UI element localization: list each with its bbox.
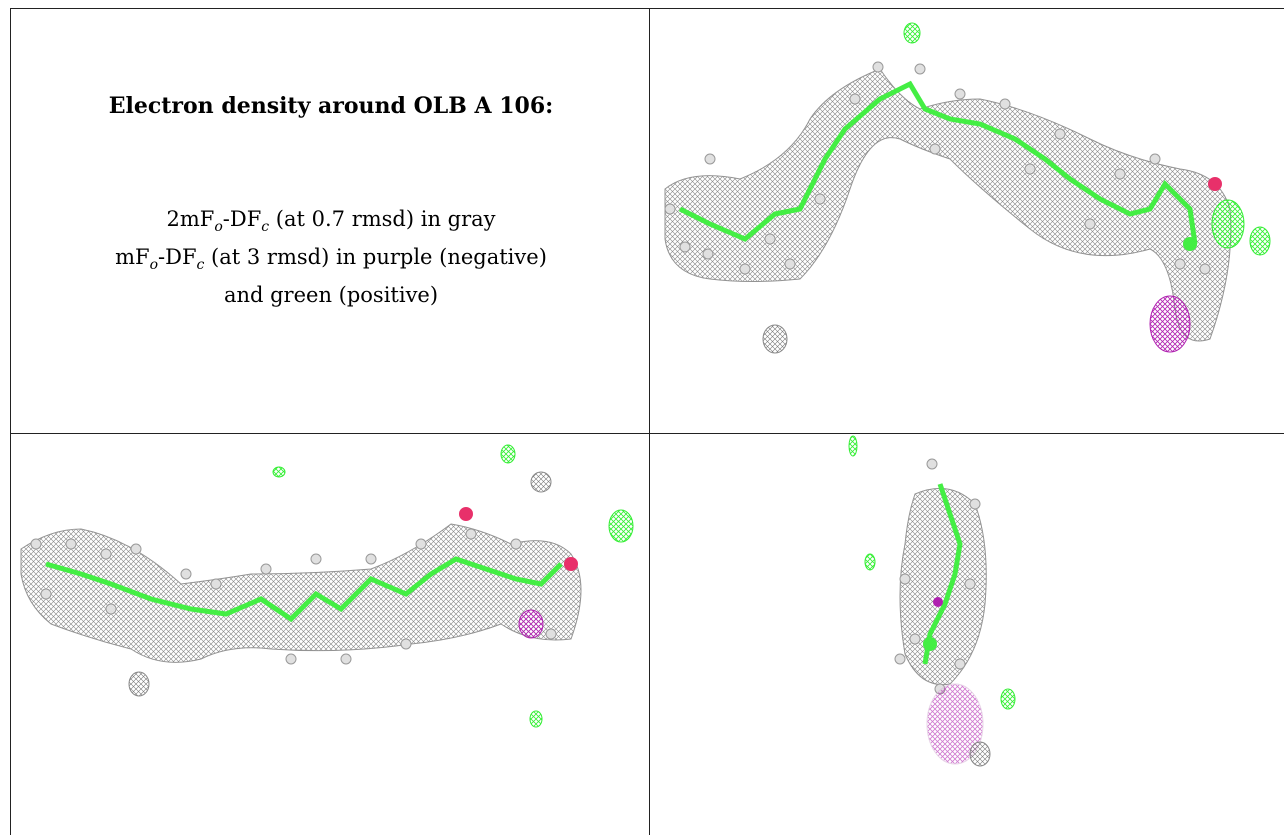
legend-line-fofc: mFo-DFc (at 3 rmsd) in purple (negative) bbox=[115, 245, 547, 274]
positive-difference-density bbox=[864, 553, 876, 571]
density-fragment bbox=[128, 671, 150, 697]
hydrogen-atoms bbox=[894, 458, 981, 695]
carbon-atom bbox=[923, 637, 937, 651]
density-fragment bbox=[969, 741, 991, 767]
positive-difference-density bbox=[608, 509, 634, 543]
oxygen-atom bbox=[1208, 177, 1222, 191]
positive-difference-density bbox=[1211, 199, 1245, 249]
hydrogen-atoms bbox=[30, 528, 557, 665]
positive-difference-density bbox=[1249, 226, 1271, 256]
positive-difference-density bbox=[903, 22, 921, 44]
ligand-backbone bbox=[45, 556, 563, 623]
negative-difference-center bbox=[933, 597, 943, 607]
density-mesh bbox=[20, 523, 582, 663]
positive-difference-density bbox=[500, 444, 516, 464]
oxygen-atom bbox=[459, 507, 473, 521]
density-view-bottom-right bbox=[650, 433, 1284, 835]
legend-panel: Electron density around OLB A 106: 2mFo-… bbox=[10, 8, 650, 433]
positive-difference-density bbox=[848, 435, 858, 457]
carbon-atom bbox=[1183, 237, 1197, 251]
legend-line-2fofc: 2mFo-DFc (at 0.7 rmsd) in gray bbox=[166, 207, 496, 236]
density-mesh bbox=[664, 68, 1232, 342]
density-fragment bbox=[530, 471, 552, 493]
density-fragment bbox=[762, 324, 788, 354]
density-view-top-right bbox=[650, 8, 1284, 433]
legend-line-positive: and green (positive) bbox=[223, 283, 439, 308]
oxygen-atom bbox=[564, 557, 578, 571]
ligand-backbone bbox=[678, 80, 1198, 245]
density-view-bottom-left bbox=[10, 433, 650, 835]
map-legend: 2mFo-DFc (at 0.7 rmsd) in gray mFo-DFc (… bbox=[11, 204, 649, 310]
negative-difference-density bbox=[926, 683, 984, 765]
negative-difference-density bbox=[1149, 295, 1191, 353]
positive-difference-density bbox=[529, 710, 543, 728]
hydrogen-atoms bbox=[664, 61, 1211, 275]
positive-difference-density bbox=[272, 466, 286, 478]
negative-difference-density bbox=[518, 609, 544, 639]
ligand-backbone bbox=[922, 483, 963, 665]
molecule-render-2 bbox=[20, 444, 634, 728]
positive-difference-density bbox=[1000, 688, 1016, 710]
figure-title: Electron density around OLB A 106: bbox=[108, 93, 554, 119]
molecule-render-3 bbox=[848, 435, 1016, 767]
molecule-render-1 bbox=[664, 22, 1271, 354]
